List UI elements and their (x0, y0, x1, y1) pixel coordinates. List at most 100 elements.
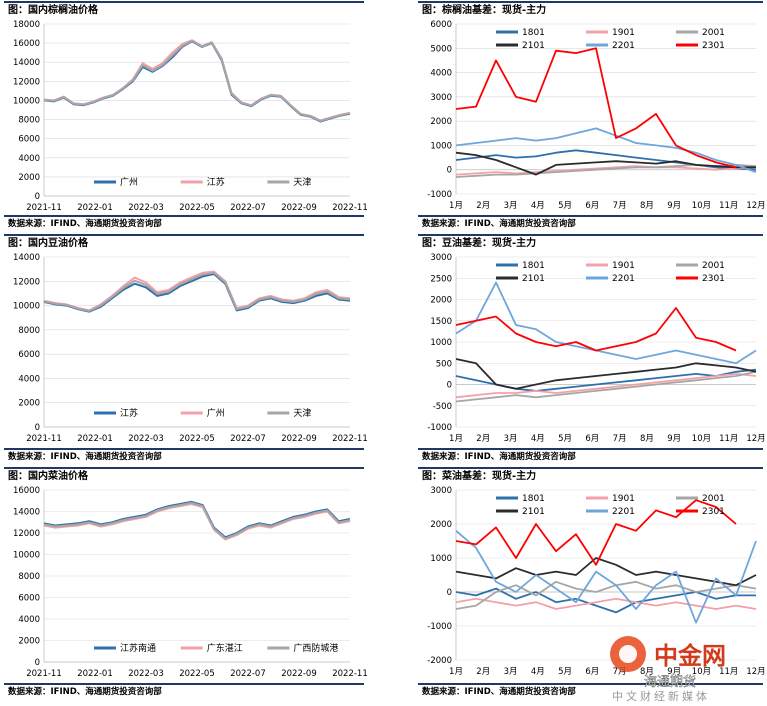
x-tick-label: 4月 (531, 434, 545, 444)
series-line-天津 (43, 39, 351, 122)
series-line-2001 (455, 370, 757, 403)
y-tick-label: 0 (447, 166, 452, 176)
x-tick-label: 2月 (476, 201, 490, 211)
legend-label: 广西防城港 (293, 642, 338, 654)
x-tick-label: 9月 (667, 201, 681, 211)
x-tick-label: 2022-07 (230, 203, 266, 213)
legend-label: 1901 (612, 494, 635, 504)
y-tick-label: 8000 (18, 116, 40, 126)
y-tick-label: 16000 (13, 39, 40, 49)
y-tick-label: 0 (447, 588, 452, 598)
y-tick-label: 4000 (18, 615, 40, 625)
x-tick-label: 8月 (640, 201, 654, 211)
legend-label: 2301 (702, 507, 725, 517)
x-tick-label: 2021-11 (26, 203, 62, 213)
y-tick-label: 6000 (18, 135, 40, 145)
x-tick-label: 2月 (476, 667, 490, 677)
series-line-1901 (455, 597, 757, 610)
chart-panel-3: 图：国内豆油价格 0 2000 4000 6000 8000 10000 12000 14000… (4, 234, 368, 462)
legend-label: 1801 (522, 261, 545, 271)
x-tick-label: 1月 (449, 201, 463, 211)
legend-label: 2001 (702, 28, 725, 38)
x-tick-label: 5月 (558, 434, 572, 444)
legend-label: 江苏 (207, 176, 225, 188)
x-tick-label: 10月 (692, 667, 711, 677)
legend-label: 2201 (612, 507, 635, 517)
y-tick-label: 6000 (18, 350, 40, 360)
chart-source: 数据来源：IFIND、海通期货投资咨询部 (8, 218, 162, 229)
y-tick-label: 14000 (13, 58, 40, 68)
legend-label: 江苏 (120, 407, 138, 419)
y-tick-label: 16000 (13, 486, 40, 496)
legend-label: 2201 (612, 41, 635, 51)
legend-label: 1801 (522, 28, 545, 38)
series-line-1901 (455, 165, 757, 176)
x-tick-label: 9月 (667, 667, 681, 677)
y-tick-label: 12000 (13, 529, 40, 539)
x-tick-label: 6月 (585, 667, 599, 677)
series-line-1801 (455, 587, 756, 614)
series-line-天津 (43, 271, 351, 312)
chart-title: 图：棕榈油基差：现货-主力 (422, 3, 546, 16)
y-tick-label: 12000 (13, 77, 40, 87)
chart-title: 图：菜油基差：现货-主力 (422, 469, 536, 482)
x-tick-label: 2021-11 (26, 434, 62, 444)
x-tick-label: 4月 (531, 667, 545, 677)
y-tick-label: 2000 (18, 173, 40, 183)
legend-label: 1901 (612, 261, 635, 271)
x-tick-label: 2021-11 (26, 669, 62, 679)
legend-label: 江苏南通 (120, 642, 156, 654)
series-line-2301 (455, 47, 737, 169)
y-tick-label: 1500 (430, 317, 452, 327)
chart-title: 图：国内豆油价格 (8, 236, 89, 249)
x-tick-label: 12月 (746, 201, 765, 211)
x-tick-label: 2022-01 (77, 203, 113, 213)
legend-label: 2001 (702, 494, 725, 504)
chart-title: 图：豆油基差：现货-主力 (422, 236, 536, 249)
series-line-2101 (455, 358, 757, 390)
y-tick-label: 14000 (13, 508, 40, 518)
y-tick-label: 1000 (430, 554, 452, 564)
x-tick-label: 3月 (504, 434, 518, 444)
x-tick-label: 2022-03 (128, 434, 164, 444)
y-tick-label: 3000 (430, 93, 452, 103)
chart-panel-6: 图：菜油基差：现货-主力 -2000 -1000 0 1000 2000 3000 1月 2月 3… (418, 467, 766, 697)
y-tick-label: 8000 (18, 326, 40, 336)
x-tick-label: 2022-03 (128, 669, 164, 679)
y-tick-label: 1000 (430, 141, 452, 151)
y-tick-label: 10000 (13, 551, 40, 561)
watermark-brand: 中金网 (654, 642, 726, 670)
x-tick-label: 2022-09 (281, 434, 317, 444)
y-tick-label: 10000 (13, 96, 40, 106)
x-tick-label: 9月 (667, 434, 681, 444)
x-tick-label: 2022-01 (77, 669, 113, 679)
y-tick-label: 2000 (18, 637, 40, 647)
x-tick-label: 6月 (585, 201, 599, 211)
legend-label: 广东湛江 (207, 642, 243, 654)
watermark-company: 海通期货 (644, 674, 696, 689)
x-tick-label: 12月 (746, 667, 765, 677)
legend-label: 2201 (612, 274, 635, 284)
series-line-2201 (455, 530, 757, 624)
y-tick-label: -500 (433, 402, 452, 412)
chart-title: 图：国内棕榈油价格 (8, 3, 99, 16)
x-tick-label: 10月 (692, 434, 711, 444)
y-tick-label: 18000 (13, 20, 40, 30)
x-tick-label: 12月 (746, 434, 765, 444)
legend-label: 天津 (293, 177, 311, 188)
y-tick-label: 2000 (430, 520, 452, 530)
y-tick-label: 6000 (18, 594, 40, 604)
x-tick-label: 2022-05 (179, 434, 215, 444)
series-line-2101 (455, 151, 756, 176)
x-tick-label: 8月 (640, 667, 654, 677)
y-tick-label: 4000 (18, 374, 40, 384)
series-line-江苏南通 (43, 500, 351, 539)
chart-source: 数据来源：IFIND、海通期货投资咨询部 (422, 451, 576, 462)
series-line-2301 (455, 307, 737, 352)
x-tick-label: 2022-09 (281, 669, 317, 679)
x-tick-label: 2022-11 (332, 203, 368, 213)
x-tick-label: 11月 (719, 667, 738, 677)
chart-source: 数据来源：IFIND、海通期货投资咨询部 (8, 686, 162, 697)
x-tick-label: 2022-07 (230, 434, 266, 444)
y-tick-label: 0 (35, 658, 40, 668)
